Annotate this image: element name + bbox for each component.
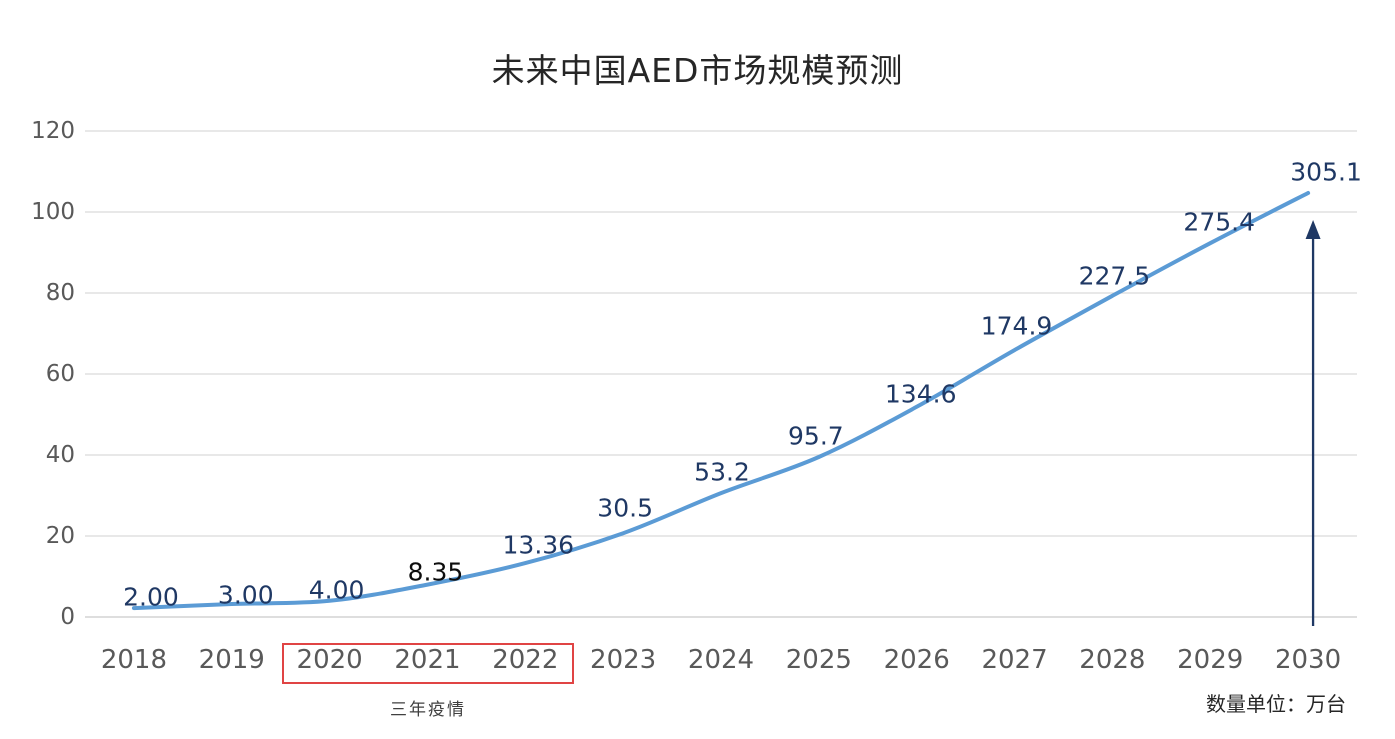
- data-point-label: 30.5: [597, 493, 653, 523]
- y-axis-tick-label: 120: [31, 118, 75, 144]
- x-axis-tick-label: 2021: [394, 645, 461, 675]
- x-axis-tick-label: 2020: [296, 645, 363, 675]
- y-axis-tick-label: 20: [45, 523, 75, 549]
- x-axis-tick-label: 2026: [883, 645, 950, 675]
- pandemic-highlight-box: [282, 643, 574, 684]
- data-point-label: 53.2: [694, 457, 750, 487]
- data-point-label: 174.9: [980, 311, 1053, 341]
- data-point-label: 275.4: [1183, 207, 1256, 237]
- data-point-label: 305.1: [1290, 157, 1362, 187]
- chart-title: 未来中国AED市场规模预测: [491, 51, 904, 90]
- x-axis-tick-label: 2025: [785, 645, 852, 675]
- y-axis-tick-label: 80: [45, 280, 75, 306]
- y-axis-tick-label: 40: [45, 442, 75, 468]
- data-point-label: 95.7: [788, 421, 844, 451]
- data-point-label: 8.35: [407, 557, 464, 587]
- x-axis-tick-label: 2027: [981, 645, 1048, 675]
- data-point-label: 3.00: [217, 580, 274, 610]
- x-axis-tick-label: 2019: [198, 645, 265, 675]
- trend-line: [131, 191, 1311, 611]
- up-arrow-icon: [1305, 220, 1321, 239]
- y-axis-tick-label: 0: [60, 604, 75, 630]
- x-axis-tick-label: 2029: [1177, 645, 1244, 675]
- y-axis-tick-label: 100: [31, 199, 75, 225]
- data-point-label: 4.00: [308, 575, 365, 605]
- y-axis-tick-label: 60: [45, 361, 75, 387]
- x-axis-tick-label: 2028: [1079, 645, 1146, 675]
- x-axis-tick-label: 2022: [492, 645, 559, 675]
- pandemic-annotation-label: 三年疫情: [390, 700, 466, 720]
- data-point-label: 134.6: [884, 379, 957, 409]
- data-point-label: 227.5: [1078, 261, 1151, 291]
- x-axis-tick-label: 2024: [687, 645, 755, 675]
- x-axis-tick-label: 2018: [100, 645, 168, 675]
- data-point-label: 13.36: [502, 530, 575, 560]
- data-point-label: 2.00: [123, 582, 179, 612]
- x-axis-tick-label: 2023: [590, 645, 657, 675]
- x-axis-tick-label: 2030: [1274, 645, 1342, 675]
- unit-note: 数量单位：万台: [1206, 692, 1346, 716]
